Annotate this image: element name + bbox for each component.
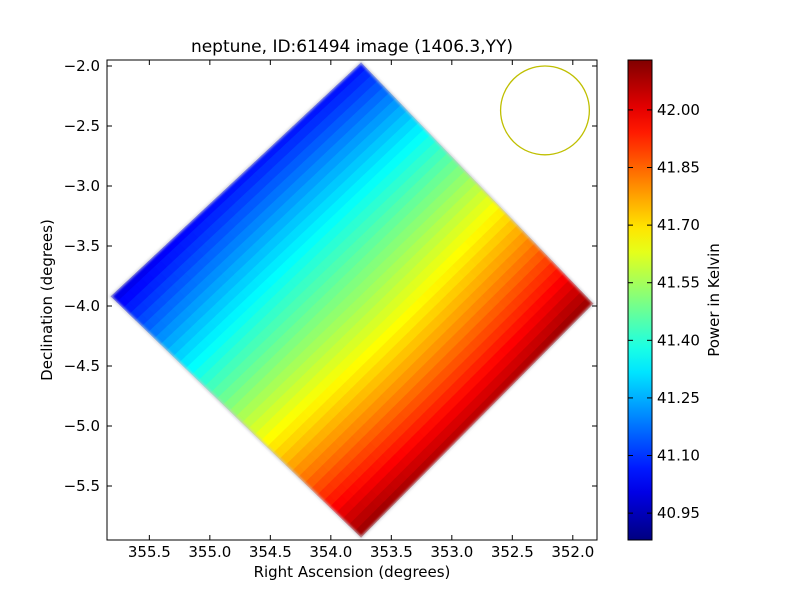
x-tick-label: 355.0: [188, 543, 231, 561]
heatmap-cells: [110, 62, 594, 538]
colorbar-tick-label: 41.40: [657, 331, 700, 349]
x-tick-label: 354.0: [309, 543, 352, 561]
colorbar: 40.95 41.10 41.25 41.40 41.55 41.70 41.85 42.00: [627, 59, 700, 541]
y-axis-label: Declination (degrees): [38, 219, 56, 381]
colorbar-tick-label: 41.25: [657, 389, 700, 407]
y-tick-label: −5.0: [64, 417, 100, 435]
x-tick-label: 352.5: [491, 543, 534, 561]
y-tick-label: −3.5: [64, 237, 100, 255]
y-tick-label: −4.5: [64, 357, 100, 375]
colorbar-tick-label: 41.55: [657, 274, 700, 292]
x-tick-label: 355.5: [128, 543, 171, 561]
colorbar-tick-label: 41.85: [657, 159, 700, 177]
x-tick-label: 353.0: [430, 543, 473, 561]
x-axis-label: Right Ascension (degrees): [254, 563, 451, 581]
colorbar-frame: [627, 59, 653, 541]
y-tick-label: −2.0: [64, 57, 100, 75]
colorbar-tick-label: 42.00: [657, 101, 700, 119]
x-tick-label: 353.5: [370, 543, 413, 561]
colorbar-ticks: 40.95 41.10 41.25 41.40 41.55 41.70 41.85 42.00: [628, 101, 700, 522]
x-tick-label: 352.0: [551, 543, 594, 561]
plot-frame: [106, 59, 598, 541]
colorbar-label: Power in Kelvin: [705, 243, 723, 357]
plot-area: 355.5 355.0 354.5 354.0 353.5 353.0 352.5 352.0…: [64, 57, 598, 561]
y-tick-label: −5.5: [64, 477, 100, 495]
colorbar-tick-label: 41.70: [657, 216, 700, 234]
x-tick-label: 354.5: [249, 543, 292, 561]
colorbar-tick-label: 40.95: [657, 504, 700, 522]
x-axis-ticks: 355.5 355.0 354.5 354.0 353.5 353.0 352.5 352.0: [128, 60, 594, 561]
y-tick-label: −4.0: [64, 297, 100, 315]
beam-circle: [499, 65, 591, 156]
y-axis-ticks: −2.0 −2.5 −3.0 −3.5 −4.0 −4.5 −5.0 −5.5: [64, 57, 597, 495]
image-edge: [109, 60, 595, 540]
colorbar-tick-label: 41.10: [657, 447, 700, 465]
heatmap-image: [109, 60, 595, 540]
colorbar-gradient: [628, 60, 652, 540]
y-tick-label: −3.0: [64, 177, 100, 195]
y-tick-label: −2.5: [64, 117, 100, 135]
chart-title: neptune, ID:61494 image (1406.3,YY): [191, 37, 513, 57]
